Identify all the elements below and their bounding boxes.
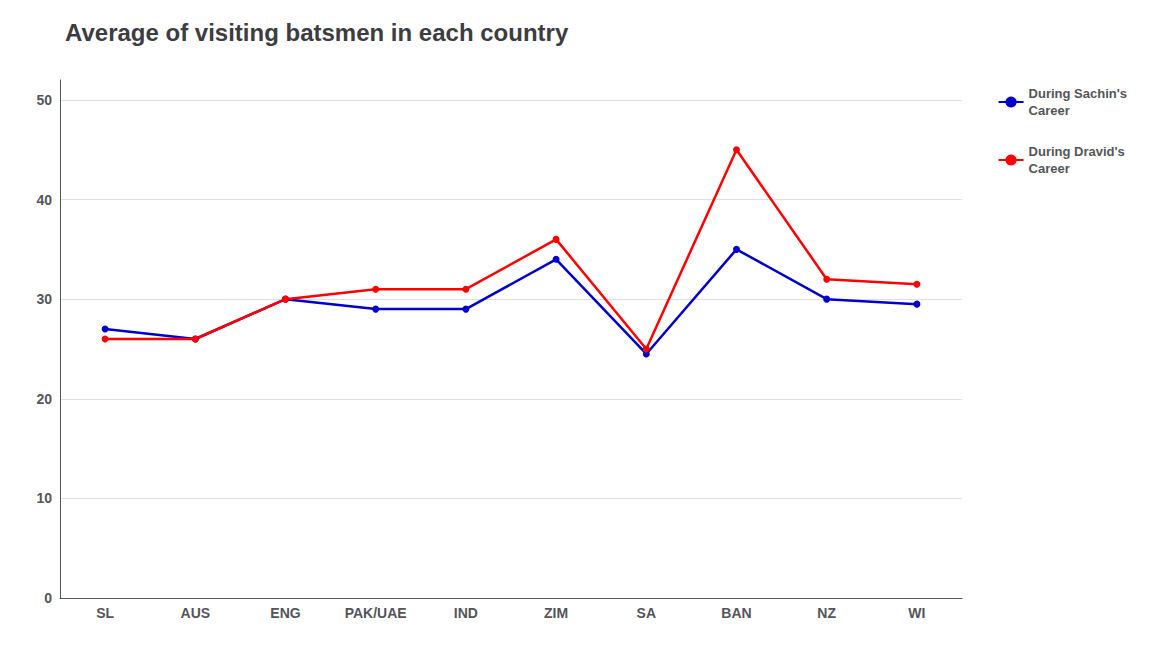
svg-text:ENG: ENG [270, 605, 300, 621]
svg-text:SL: SL [96, 605, 114, 621]
svg-text:IND: IND [454, 605, 478, 621]
svg-text:30: 30 [36, 291, 52, 307]
svg-text:BAN: BAN [721, 605, 751, 621]
svg-text:Average of visiting batsmen in: Average of visiting batsmen in each coun… [65, 19, 569, 46]
svg-text:10: 10 [36, 490, 52, 506]
svg-text:Career: Career [1029, 103, 1070, 118]
svg-text:AUS: AUS [181, 605, 211, 621]
svg-text:20: 20 [36, 391, 52, 407]
svg-text:40: 40 [36, 192, 52, 208]
svg-text:ZIM: ZIM [544, 605, 568, 621]
svg-text:During Dravid's: During Dravid's [1029, 144, 1125, 159]
svg-text:During Sachin's: During Sachin's [1029, 86, 1127, 101]
svg-text:0: 0 [44, 590, 52, 606]
svg-text:PAK/UAE: PAK/UAE [345, 605, 407, 621]
svg-text:WI: WI [908, 605, 925, 621]
svg-text:NZ: NZ [817, 605, 836, 621]
svg-text:50: 50 [36, 92, 52, 108]
svg-text:SA: SA [637, 605, 656, 621]
svg-text:Career: Career [1029, 161, 1070, 176]
